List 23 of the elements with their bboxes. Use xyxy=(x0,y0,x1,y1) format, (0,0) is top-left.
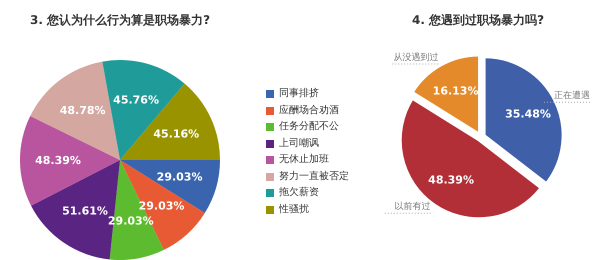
data-label: 48.39% xyxy=(428,173,474,186)
data-label: 45.76% xyxy=(113,94,160,107)
legend-label: 应酬场合劝酒 xyxy=(279,104,339,118)
legend-label: 任务分配不公 xyxy=(279,120,339,134)
data-label: 48.78% xyxy=(60,104,106,118)
data-label: 48.39% xyxy=(35,154,81,168)
pie-slice xyxy=(120,160,220,213)
data-label: 45.16% xyxy=(153,127,200,140)
legend-label: 上司嘲讽 xyxy=(279,136,319,150)
data-label: 51.61% xyxy=(62,204,108,218)
slice-label: 正在遭遇 xyxy=(554,90,590,102)
legend-label: 性骚扰 xyxy=(279,202,309,216)
legend-label: 同事排挤 xyxy=(279,86,319,101)
pie-slice xyxy=(20,116,120,206)
chart-title: 4. 您遇到过职场暴力吗? xyxy=(412,12,544,29)
legend-label: 无休止加班 xyxy=(279,152,329,167)
data-label: 29.03% xyxy=(156,170,203,184)
chart-title: 3. 您认为什么行为算是职场暴力? xyxy=(30,12,210,29)
slice-label: 以前有过 xyxy=(394,201,431,212)
legend-label: 努力一直被否定 xyxy=(279,170,349,184)
slice-label: 从没遇到过 xyxy=(393,52,438,64)
data-label: 35.48% xyxy=(505,107,551,120)
legend-label: 拖欠薪资 xyxy=(279,186,319,200)
